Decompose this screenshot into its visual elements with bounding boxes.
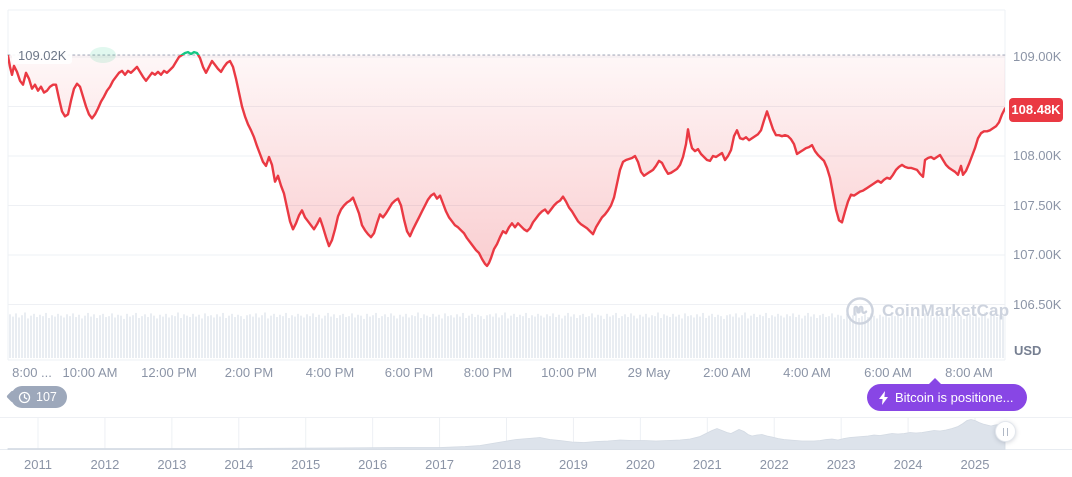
timeline-year-label[interactable]: 2021 — [692, 457, 722, 472]
timeline-year-label[interactable]: 2015 — [291, 457, 321, 472]
timeline-navigator[interactable] — [0, 417, 1072, 450]
timeline-year-label[interactable]: 2018 — [492, 457, 521, 472]
y-axis-tick-label: 107.00K — [1013, 247, 1062, 262]
x-axis-tick-label: 4:00 AM — [783, 365, 831, 380]
news-badge-text: Bitcoin is positione... — [895, 390, 1014, 405]
lightning-icon — [879, 390, 888, 405]
clock-icon — [18, 391, 31, 403]
coinmarketcap-logo-icon — [846, 297, 874, 325]
x-axis-tick-label: 10:00 PM — [541, 365, 597, 380]
update-count-badge[interactable]: 107 — [11, 386, 67, 408]
y-axis-tick-label: 109.00K — [1013, 49, 1062, 64]
y-axis-tick-label: 106.50K — [1013, 296, 1062, 312]
x-axis-tick-label: 4:00 PM — [305, 365, 355, 380]
timeline-year-label[interactable]: 2024 — [893, 457, 923, 472]
coinmarketcap-watermark: CoinMarketCap — [845, 296, 1009, 326]
x-axis-tick-label: 2:00 AM — [703, 365, 751, 380]
timeline-year-label[interactable]: 2012 — [90, 457, 120, 472]
y-axis-tick-label: 108.00K — [1013, 148, 1062, 163]
y-axis-tick-label: 107.50K — [1013, 197, 1062, 213]
navigator-handle[interactable] — [995, 421, 1016, 442]
x-axis-tick-label: 8:00 AM — [945, 365, 993, 380]
x-axis-tick-label: 8:00 ... — [12, 365, 52, 380]
timeline-year-label[interactable]: 2013 — [157, 457, 187, 472]
x-axis-tick-label: 6:00 AM — [864, 365, 912, 380]
timeline-year-label[interactable]: 2014 — [224, 457, 254, 472]
update-count-value: 107 — [36, 390, 57, 404]
news-badge-pointer — [928, 378, 942, 385]
bitcoin-news-badge[interactable]: Bitcoin is positione... — [867, 384, 1027, 411]
x-axis-tick-label: 12:00 PM — [141, 365, 197, 380]
timeline-year-label[interactable]: 2016 — [358, 457, 388, 472]
x-axis-tick-label: 2:00 PM — [224, 365, 274, 380]
price-line-down — [8, 55, 1005, 268]
x-axis-tick-label: 29 May — [627, 365, 671, 380]
timeline-year-label[interactable]: 2025 — [960, 457, 990, 472]
x-axis-tick-label: 8:00 PM — [463, 365, 513, 380]
handle-grip-bar — [1006, 427, 1009, 436]
handle-grip-bar — [1002, 427, 1005, 436]
current-price-badge: 108.48K — [1009, 98, 1063, 122]
x-axis-tick-label: 6:00 PM — [384, 365, 434, 380]
baseline-price-label: 109.02K — [12, 47, 73, 64]
timeline-year-label[interactable]: 2022 — [759, 457, 789, 472]
navigator-mini-chart — [7, 419, 1006, 450]
timeline-year-label[interactable]: 2019 — [558, 457, 588, 472]
price-area-fill — [8, 55, 1005, 266]
x-axis-tick-label: 10:00 AM — [62, 365, 118, 380]
watermark-text: CoinMarketCap — [882, 301, 1010, 320]
timeline-year-label[interactable]: 2017 — [425, 457, 455, 472]
timeline-year-label[interactable]: 2011 — [24, 457, 52, 472]
timeline-year-label[interactable]: 2023 — [826, 457, 856, 472]
y-axis-unit-label: USD — [1014, 343, 1042, 358]
volume-bars — [9, 312, 1004, 358]
timeline-year-label[interactable]: 2020 — [625, 457, 655, 472]
